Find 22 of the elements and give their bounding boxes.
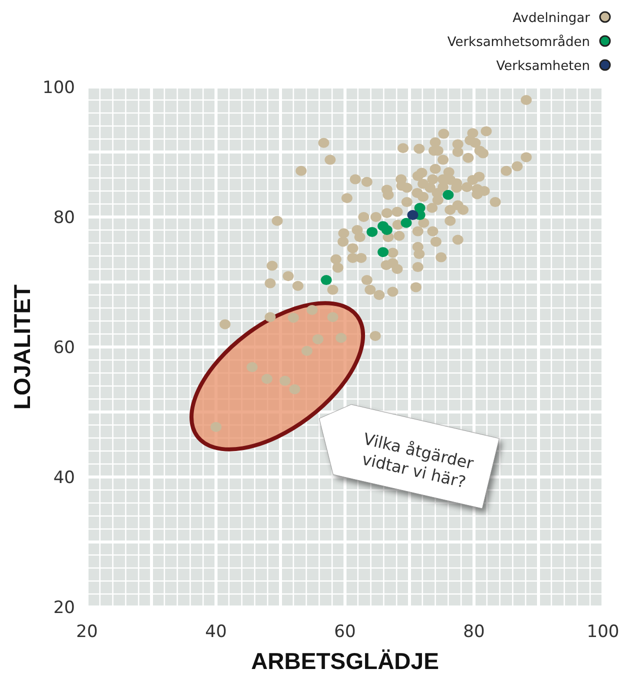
point — [366, 226, 378, 237]
point — [400, 218, 412, 228]
y-axis-title: LOJALITET — [9, 284, 35, 410]
y-tick-label: 60 — [53, 338, 75, 358]
y-tick-label: 80 — [53, 208, 75, 228]
legend-label: Verksamhetsområden — [447, 34, 590, 50]
y-tick-label: 40 — [53, 468, 75, 488]
legend-label: Avdelningar — [512, 11, 591, 26]
x-tick-label: 20 — [76, 622, 98, 642]
point — [378, 247, 389, 258]
x-tick-label: 100 — [586, 622, 620, 642]
x-tick-label: 60 — [334, 622, 356, 642]
point — [442, 190, 454, 200]
point — [381, 225, 392, 235]
x-tick-label: 80 — [463, 622, 485, 642]
y-tick-label: 20 — [53, 598, 75, 618]
point — [320, 275, 332, 286]
point — [407, 210, 418, 220]
y-tick-label: 100 — [42, 78, 75, 98]
x-tick-label: 40 — [205, 622, 227, 642]
legend-label: Verksamheten — [496, 59, 590, 74]
x-axis-title: ARBETSGLÄDJE — [251, 648, 439, 674]
